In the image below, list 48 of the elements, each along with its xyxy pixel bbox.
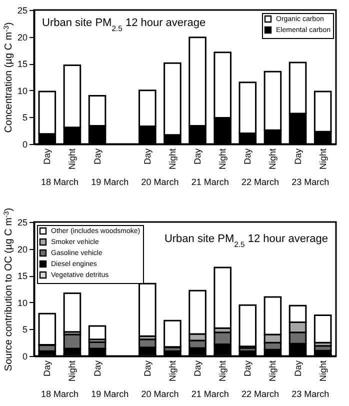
text: 20 March bbox=[141, 389, 179, 399]
y-tick-label: 5 bbox=[22, 324, 28, 335]
y-tick-label: 25 bbox=[17, 218, 28, 228]
x-tick-label: Night bbox=[218, 360, 228, 382]
text: 19 March bbox=[91, 177, 129, 187]
x-tick-label: Day bbox=[192, 148, 203, 165]
text: 18 March bbox=[40, 177, 79, 187]
x-tick-label: Day bbox=[192, 360, 203, 377]
y-tick-label: 25 bbox=[17, 6, 28, 16]
text: 23 March bbox=[292, 389, 330, 399]
x-tick-label: Day bbox=[142, 360, 152, 377]
y-tick-label: 20 bbox=[17, 32, 28, 42]
text: 23 March bbox=[292, 177, 330, 187]
text: Urban site PM$_{2.5}$ 12 hour average bbox=[164, 233, 328, 249]
x-tick-label: Day bbox=[242, 148, 253, 165]
x-tick-label: Day bbox=[242, 360, 253, 377]
x-tick-label: Night bbox=[67, 360, 78, 382]
text: 22 March bbox=[241, 389, 280, 399]
x-tick-label: Day bbox=[292, 360, 303, 377]
x-tick-label: Night bbox=[167, 148, 178, 170]
y-tick-label: 0 bbox=[22, 140, 28, 150]
y-tick-label: 10 bbox=[17, 86, 28, 96]
x-tick-label: Day bbox=[42, 148, 52, 165]
x-tick-label: Day bbox=[292, 148, 303, 165]
x-tick-label: Night bbox=[318, 148, 328, 170]
y-tick-label: 15 bbox=[17, 271, 28, 282]
y-tick-label: 5 bbox=[22, 112, 28, 123]
x-tick-label: Day bbox=[142, 148, 152, 165]
x-tick-label: Night bbox=[67, 148, 78, 170]
text: 21 March bbox=[191, 389, 229, 399]
x-tick-label: Day bbox=[92, 148, 102, 165]
x-tick-label: Day bbox=[92, 360, 102, 377]
text: 22 March bbox=[241, 177, 280, 187]
text: 20 March bbox=[141, 177, 179, 187]
x-tick-label: Night bbox=[268, 360, 278, 382]
x-tick-label: Night bbox=[268, 148, 278, 170]
text: 19 March bbox=[91, 389, 129, 399]
y-tick-label: 10 bbox=[17, 298, 28, 308]
x-tick-label: Night bbox=[318, 360, 328, 382]
text: 21 March bbox=[191, 177, 229, 187]
y-tick-label: 15 bbox=[17, 59, 28, 70]
y-tick-label: 20 bbox=[17, 244, 28, 254]
y-tick-label: 0 bbox=[22, 352, 28, 362]
x-tick-label: Day bbox=[42, 360, 52, 377]
text: Urban site PM$_{2.5}$ 12 hour average bbox=[42, 17, 206, 32]
x-tick-label: Night bbox=[218, 148, 228, 170]
text: 18 March bbox=[40, 389, 79, 399]
x-tick-label: Night bbox=[167, 360, 178, 382]
